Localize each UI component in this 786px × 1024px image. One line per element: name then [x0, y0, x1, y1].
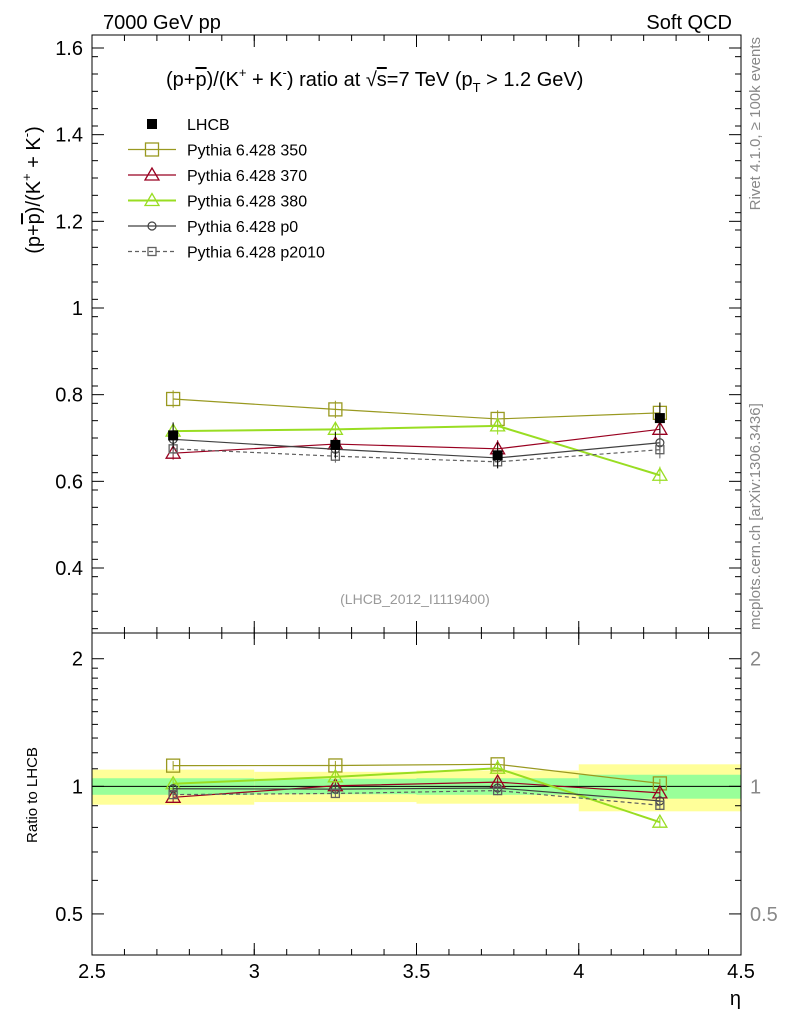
ratio-line-p350	[173, 763, 660, 784]
legend-label-p380: Pythia 6.428 380	[187, 194, 307, 211]
main-ylabel: (p+p)/(K+ + K-)	[19, 126, 45, 254]
ratio-y-tick-label: 0.5	[55, 904, 83, 926]
ratio-series-p2010	[168, 785, 665, 810]
ratio-point-p350	[328, 758, 343, 773]
ratio-point-p380	[651, 813, 669, 828]
legend-entry-p350: Pythia 6.428 350	[128, 142, 307, 160]
series-line-p0	[173, 438, 660, 459]
point-lhcb	[654, 413, 665, 424]
legend-marker-p350	[144, 142, 160, 157]
ratio-point-p2010	[330, 788, 341, 799]
legend-label-lhcb: LHCB	[187, 117, 230, 134]
ratio-panel: 2.5 3 3.5 4 4.5 0.5 0.5 1 1 2 2	[55, 35, 778, 983]
header-left: 7000 GeV pp	[103, 12, 221, 34]
legend-marker-p0	[147, 221, 157, 231]
point-p380	[651, 466, 669, 481]
y-tick-label: 1.2	[55, 211, 83, 233]
y-tick-label: 0.4	[55, 558, 83, 580]
ratio-point-p380	[489, 759, 506, 774]
point-p380	[489, 417, 506, 432]
x-tick-label: 4.5	[727, 961, 755, 983]
ratio-y-tick-label-right: 2	[750, 649, 761, 671]
point-lhcb	[168, 430, 179, 441]
series-lhcb	[168, 402, 665, 469]
series-line-p2010	[173, 448, 660, 463]
point-lhcb	[492, 450, 503, 461]
legend: LHCB Pythia 6.428 350 Pythia 6.428 370 Pyth…	[128, 117, 325, 262]
ratio-y-tick-label-right: 1	[750, 776, 761, 798]
ratio-point-p2010	[655, 800, 665, 810]
ratio-point-p2010	[168, 789, 178, 800]
legend-entry-p370: Pythia 6.428 370	[128, 166, 307, 185]
legend-label-p350: Pythia 6.428 350	[187, 143, 307, 160]
series-line-p370	[173, 428, 660, 454]
legend-entry-p2010: Pythia 6.428 p2010	[128, 245, 325, 262]
series-line-p350	[173, 398, 660, 420]
y-tick-label: 0.6	[55, 471, 83, 493]
ratio-point-p350	[165, 758, 181, 773]
ratio-series-p350	[165, 757, 668, 791]
legend-entry-lhcb: LHCB	[147, 117, 230, 134]
ratio-series-p380	[164, 759, 669, 828]
ratio-point-p2010	[492, 785, 503, 796]
ratio-y-tick-label: 1	[72, 776, 83, 798]
main-title: (p+p)/(K+ + K-) ratio at √s=7 TeV (pT > …	[166, 65, 583, 95]
point-p350	[165, 391, 181, 407]
legend-label-p2010: Pythia 6.428 p2010	[187, 245, 325, 262]
point-lhcb	[330, 439, 341, 450]
x-tick-label: 4	[573, 961, 584, 983]
series-p350	[165, 390, 668, 428]
legend-marker-p2010	[147, 246, 157, 257]
mcplots-label: mcplots.cern.ch [arXiv:1306.3436]	[747, 403, 764, 630]
legend-label-p0: Pythia 6.428 p0	[187, 219, 298, 236]
legend-entry-p380: Pythia 6.428 380	[128, 192, 307, 211]
series-line-p380	[173, 424, 661, 477]
ratio-y-tick-label: 2	[72, 649, 83, 671]
legend-marker-p370	[143, 166, 161, 181]
legend-marker-lhcb	[147, 119, 157, 129]
ratio-y-tick-label-right: 0.5	[750, 904, 778, 926]
ratio-line-p0	[173, 787, 660, 802]
main-panel: 0.4 0.6 0.8 1 1.2 1.4 1.6	[55, 34, 742, 634]
ratio-point-p380	[327, 768, 344, 783]
x-tick-label: 3.5	[403, 961, 431, 983]
x-tick-label: 3	[249, 961, 260, 983]
ratio-ylabel: Ratio to LHCB	[24, 747, 41, 843]
y-tick-label: 0.8	[55, 385, 83, 407]
legend-entry-p0: Pythia 6.428 p0	[128, 219, 298, 236]
x-axis-label: η	[730, 988, 741, 1010]
analysis-label: (LHCB_2012_I1119400)	[340, 591, 490, 607]
legend-marker-p380	[143, 192, 161, 207]
ratio-line-p370	[173, 781, 660, 798]
ratio-line-p380	[173, 767, 661, 824]
legend-label-p370: Pythia 6.428 370	[187, 168, 307, 185]
series-p380	[164, 417, 669, 484]
x-tick-label: 2.5	[78, 961, 106, 983]
y-tick-label: 1.6	[55, 38, 83, 60]
point-p350	[328, 402, 343, 417]
y-tick-label: 1	[72, 298, 83, 320]
point-p2010	[655, 445, 665, 455]
header-right: Soft QCD	[646, 12, 732, 34]
rivet-label: Rivet 4.1.0, ≥ 100k events	[747, 37, 764, 210]
y-tick-label: 1.4	[55, 125, 83, 147]
